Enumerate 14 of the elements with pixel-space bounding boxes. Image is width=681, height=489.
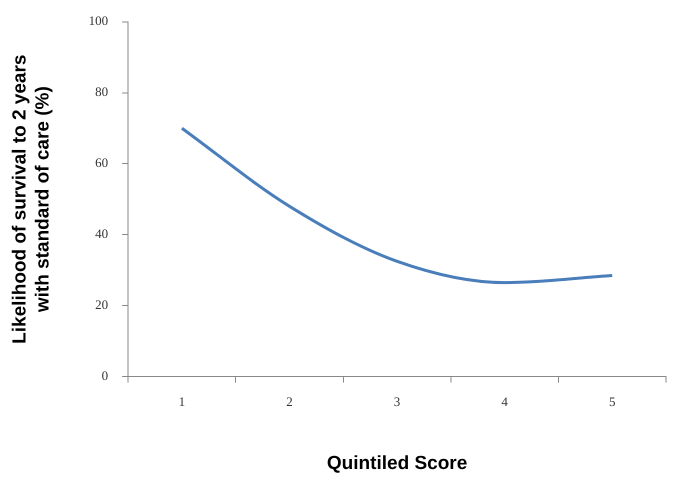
y-tick-label: 80 bbox=[95, 84, 108, 100]
line-series bbox=[180, 126, 614, 284]
y-tick-label: 20 bbox=[95, 297, 108, 312]
x-tick-label: 4 bbox=[501, 394, 508, 409]
x-tick-label: 2 bbox=[286, 394, 293, 409]
x-axis-title: Quintiled Score bbox=[326, 452, 468, 474]
x-tick-label: 5 bbox=[608, 394, 616, 409]
y-axis-title: Likelihood of survival to 2 years with standard of care (%) bbox=[10, 54, 54, 344]
y-tick-label: 0 bbox=[102, 368, 108, 384]
x-tick-label: 1 bbox=[178, 394, 186, 409]
y-tick-label: 40 bbox=[95, 226, 108, 242]
y-tick-label: 60 bbox=[95, 155, 108, 170]
x-tick-label: 3 bbox=[394, 394, 400, 409]
y-tick-label: 100 bbox=[88, 13, 108, 28]
